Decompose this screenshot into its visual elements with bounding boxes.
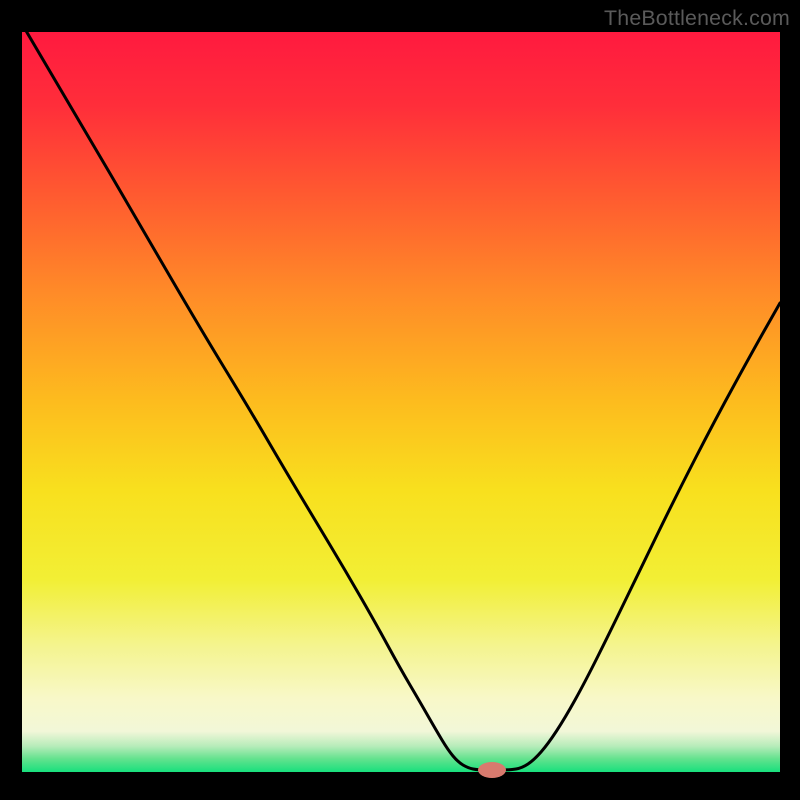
- chart-svg: [0, 0, 800, 800]
- bottleneck-chart: [0, 0, 800, 800]
- optimal-point-marker: [478, 762, 506, 778]
- plot-background: [22, 32, 780, 772]
- watermark-text: TheBottleneck.com: [604, 6, 790, 31]
